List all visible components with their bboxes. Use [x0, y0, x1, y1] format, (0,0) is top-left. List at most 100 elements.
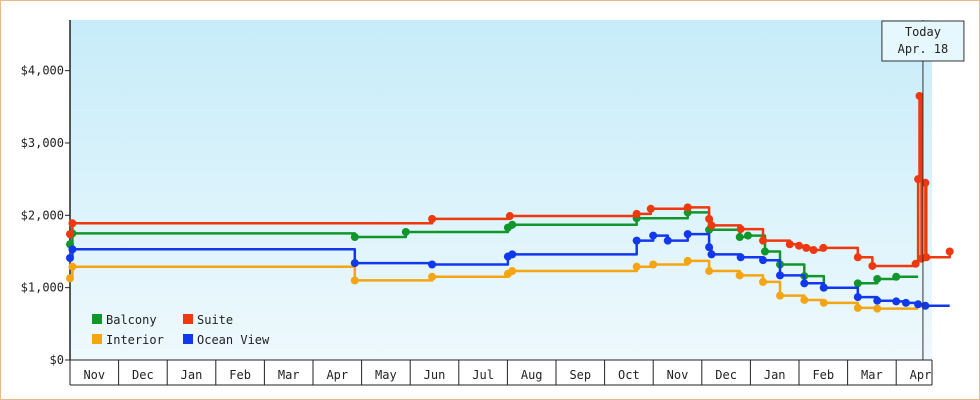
plot-area	[70, 20, 932, 360]
data-point	[800, 279, 809, 288]
data-point	[853, 293, 862, 302]
series-ocean-view	[66, 230, 950, 310]
x-tick-label: Jul	[472, 368, 494, 382]
data-point	[68, 262, 77, 271]
y-tick-label: $4,000	[21, 64, 64, 78]
data-point	[508, 267, 517, 276]
data-point	[735, 271, 744, 280]
data-point	[683, 230, 692, 239]
data-point	[759, 236, 768, 245]
legend-swatch	[183, 334, 193, 344]
x-tick-label: Nov	[83, 368, 105, 382]
data-point	[853, 253, 862, 262]
legend-item: Ocean View	[197, 333, 270, 347]
data-point	[683, 256, 692, 265]
data-point	[705, 267, 714, 276]
data-point	[776, 271, 785, 280]
series-interior	[66, 256, 919, 313]
data-point	[68, 245, 77, 254]
y-tick-label: $3,000	[21, 136, 64, 150]
data-point	[705, 243, 714, 252]
x-tick-label: Jun	[424, 368, 446, 382]
today-box	[881, 20, 965, 62]
y-tick-label: $0	[50, 353, 64, 367]
x-tick-label: Jan	[764, 368, 786, 382]
x-tick-label: Aug	[521, 368, 543, 382]
data-point	[350, 259, 359, 268]
x-tick-label: Jan	[181, 368, 203, 382]
data-point	[508, 250, 517, 259]
legend-swatch	[183, 314, 193, 324]
data-point	[785, 240, 794, 249]
data-point	[776, 291, 785, 300]
data-point	[663, 236, 672, 245]
data-point	[66, 230, 74, 239]
x-tick-label: Mar	[861, 368, 883, 382]
data-point	[683, 203, 692, 212]
data-point	[66, 254, 74, 262]
data-point	[743, 231, 752, 240]
today-marker: Today Apr. 18	[881, 20, 965, 360]
data-point	[428, 260, 437, 269]
y-tick-label: $1,000	[21, 281, 64, 295]
data-point	[901, 298, 910, 307]
data-point	[350, 276, 359, 285]
data-point	[873, 296, 882, 305]
data-point	[868, 261, 877, 270]
legend-item: Suite	[197, 313, 233, 327]
legend-swatch	[92, 314, 102, 324]
x-tick-label: Feb	[812, 368, 834, 382]
data-point	[914, 175, 923, 184]
data-point	[873, 274, 882, 283]
data-point	[760, 247, 769, 256]
x-tick-label: Feb	[229, 368, 251, 382]
today-date: Apr. 18	[898, 42, 949, 56]
series-layer	[66, 91, 954, 313]
data-point	[922, 253, 931, 262]
data-point	[632, 262, 641, 271]
data-point	[505, 212, 514, 221]
data-point	[819, 298, 828, 307]
data-point	[646, 204, 655, 213]
data-point	[915, 91, 924, 100]
data-point	[914, 300, 923, 309]
data-point	[736, 225, 745, 234]
data-point	[800, 295, 809, 304]
x-tick-label: Apr	[910, 368, 932, 382]
data-point	[853, 303, 862, 312]
x-tick-label: Oct	[618, 368, 640, 382]
data-point	[892, 297, 901, 306]
x-axis: Nov Dec Jan Feb Mar Apr May Jun Jul Aug Sep Oct Nov D…	[69, 359, 933, 386]
data-point	[819, 283, 828, 292]
data-point	[649, 231, 658, 240]
data-point	[759, 256, 768, 265]
data-point	[66, 274, 74, 283]
x-tick-label: Mar	[278, 368, 300, 382]
legend-swatch	[92, 334, 102, 344]
data-point	[649, 260, 658, 269]
data-point	[819, 243, 828, 252]
data-point	[853, 279, 862, 288]
data-point	[945, 247, 954, 256]
data-point	[632, 209, 641, 218]
x-tick-label: Dec	[715, 368, 737, 382]
data-point	[892, 272, 901, 281]
y-axis: $0 $1,000 $2,000 $3,000 $4,000	[21, 20, 71, 367]
y-tick-label: $2,000	[21, 208, 64, 222]
x-tick-label: Nov	[667, 368, 689, 382]
data-point	[707, 250, 716, 259]
data-point	[809, 246, 818, 255]
x-tick-label: May	[375, 368, 397, 382]
x-tick-label: Dec	[132, 368, 154, 382]
data-point	[428, 272, 437, 281]
legend-item: Interior	[106, 333, 164, 347]
data-point	[707, 221, 716, 230]
legend: Balcony Suite Interior Ocean View	[92, 313, 270, 347]
data-point	[68, 219, 77, 228]
data-point	[735, 233, 744, 242]
data-point	[802, 243, 811, 252]
data-point	[795, 241, 803, 250]
data-point	[401, 227, 410, 236]
data-point	[705, 214, 714, 223]
